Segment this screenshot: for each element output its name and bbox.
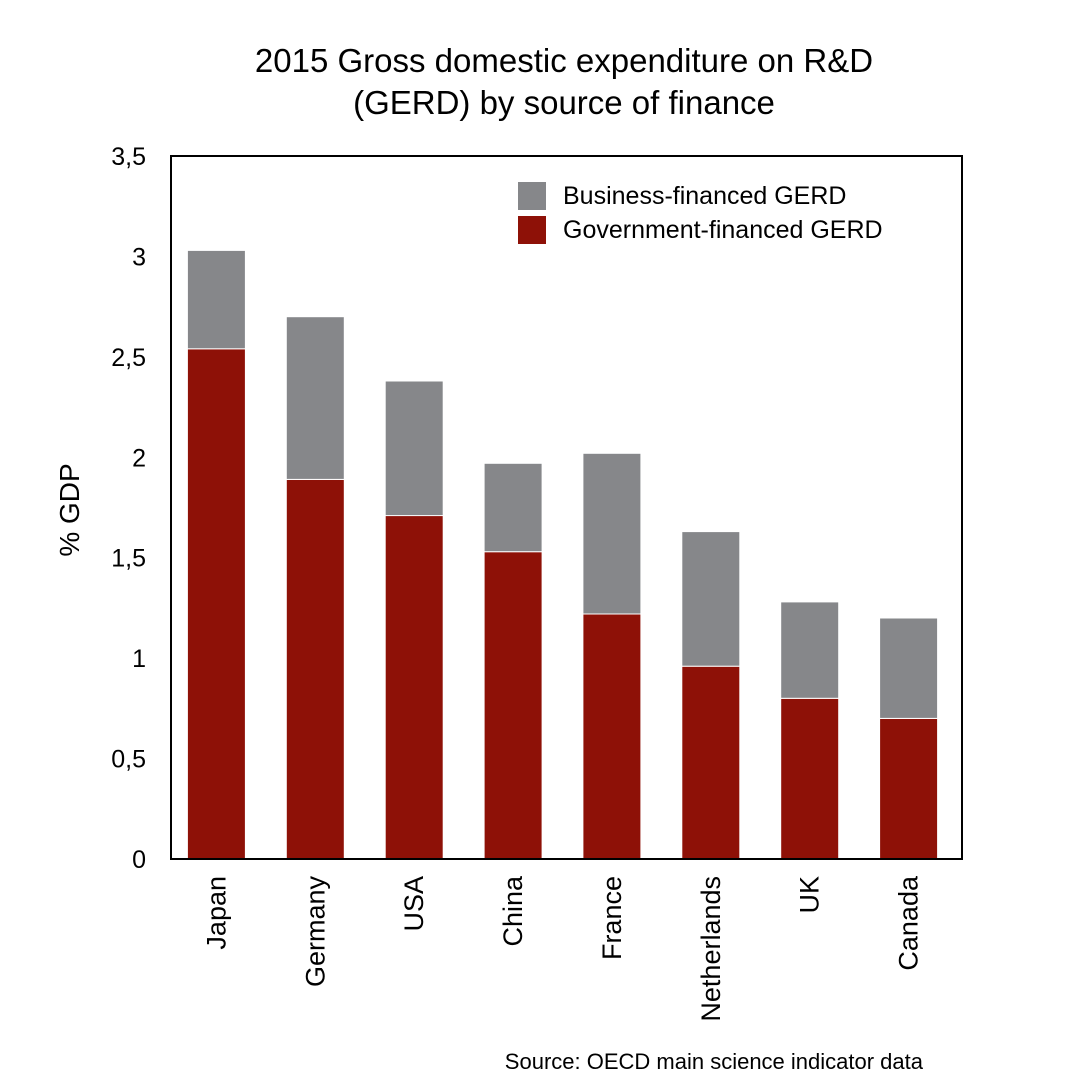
government-bar-china (483, 551, 543, 860)
legend-label: Government-financed GERD (563, 216, 883, 244)
government-bar-germany (285, 478, 345, 860)
business-bar-uk (780, 601, 840, 699)
government-bar-uk (780, 697, 840, 860)
y-tick-label: 3 (132, 243, 146, 271)
business-bar-japan (186, 249, 246, 350)
chart-title: 2015 Gross domestic expenditure on R&D (… (255, 42, 873, 121)
chart-title-line-1: 2015 Gross domestic expenditure on R&D (255, 42, 873, 79)
chart-title-line-2: (GERD) by source of finance (353, 84, 775, 121)
business-bar-usa (384, 380, 444, 517)
legend-swatch (518, 182, 546, 210)
business-bar-germany (285, 316, 345, 480)
x-category-label: China (498, 875, 528, 947)
x-category-label: France (597, 876, 627, 960)
legend-swatch (518, 216, 546, 244)
x-category-label: Japan (201, 876, 231, 950)
x-category-label: Canada (894, 875, 924, 971)
x-category-label: USA (399, 876, 429, 932)
y-tick-label: 0,5 (111, 746, 146, 774)
bars-group (186, 249, 939, 860)
source-note: Source: OECD main science indicator data (505, 1049, 924, 1074)
legend: Business-financed GERD Government-finance… (518, 182, 883, 244)
y-tick-label: 2,5 (111, 344, 146, 372)
y-tick-label: 2 (132, 444, 146, 472)
y-tick-label: 1 (132, 645, 146, 673)
business-bar-netherlands (681, 531, 741, 667)
x-category-label: Netherlands (696, 876, 726, 1022)
government-bar-usa (384, 515, 444, 860)
x-category-label: UK (795, 876, 825, 914)
y-tick-label: 0 (132, 846, 146, 874)
y-tick-label: 3,5 (111, 143, 146, 171)
legend-label: Business-financed GERD (563, 182, 846, 210)
y-tick-label: 1,5 (111, 545, 146, 573)
government-bar-canada (879, 717, 939, 860)
government-bar-france (582, 613, 642, 860)
government-bar-japan (186, 348, 246, 860)
business-bar-canada (879, 617, 939, 719)
x-axis-categories: Japan Germany USA China France Netherlands UK C… (201, 875, 923, 1022)
government-bar-netherlands (681, 665, 741, 860)
y-axis-ticks: 0 0,5 1 1,5 2 2,5 3 3,5 (111, 143, 146, 874)
business-bar-france (582, 452, 642, 615)
business-bar-china (483, 462, 543, 553)
x-category-label: Germany (300, 876, 330, 988)
y-axis-label: % GDP (54, 463, 85, 556)
